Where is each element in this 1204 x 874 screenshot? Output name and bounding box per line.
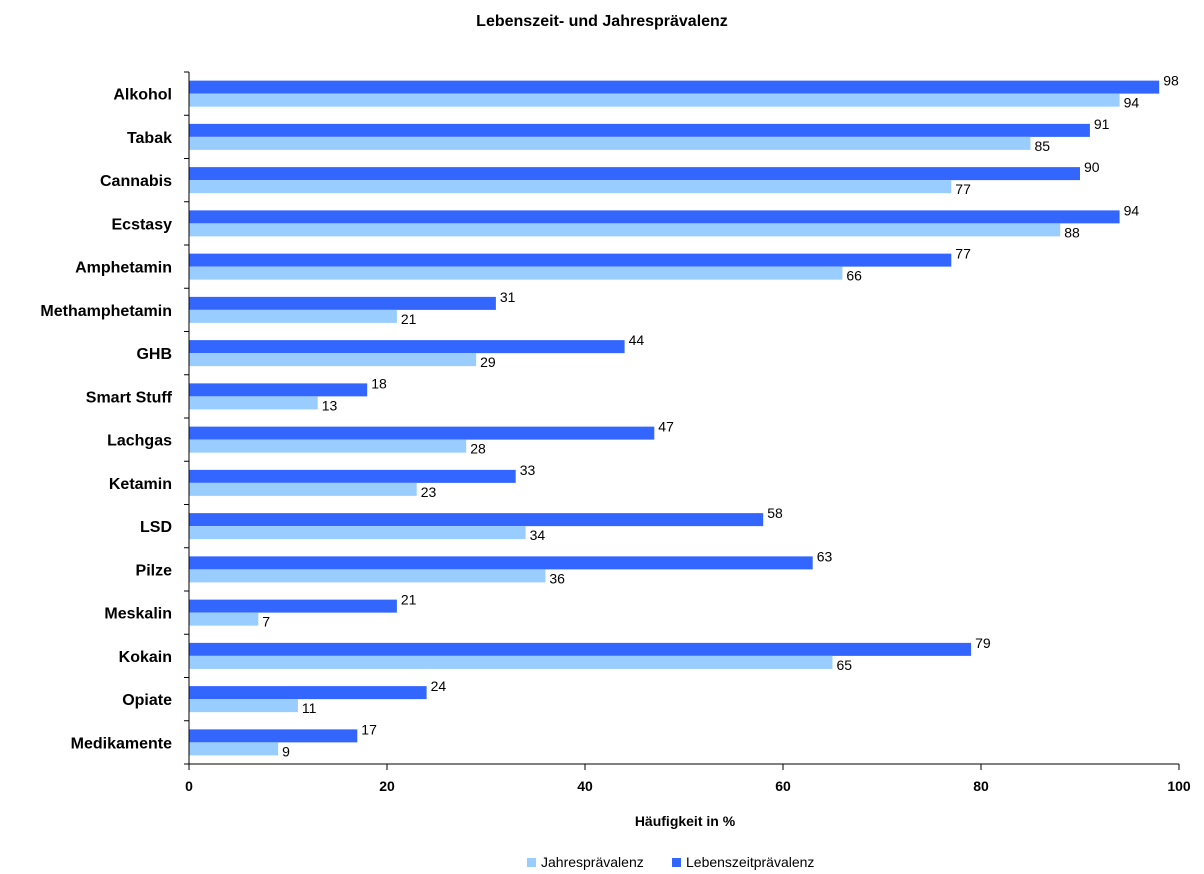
value-label-lebenszeit-7: 18 [371, 375, 387, 391]
bar-lebenszeit-11 [189, 556, 813, 570]
category-label-11: Pilze [136, 562, 173, 579]
category-label-4: Amphetamin [75, 260, 172, 277]
value-label-jahres-15: 9 [282, 743, 290, 759]
value-label-jahres-2: 77 [955, 181, 971, 197]
value-label-jahres-12: 7 [262, 614, 270, 630]
bar-lebenszeit-8 [189, 426, 655, 440]
value-label-jahres-7: 13 [322, 397, 338, 413]
value-label-jahres-5: 21 [401, 311, 417, 327]
category-label-1: Tabak [127, 130, 172, 147]
bar-lebenszeit-1 [189, 123, 1090, 137]
x-tick-label-4: 80 [973, 778, 989, 794]
value-label-jahres-4: 66 [846, 268, 862, 284]
value-label-lebenszeit-0: 98 [1163, 73, 1179, 89]
value-label-lebenszeit-2: 90 [1084, 159, 1100, 175]
bar-lebenszeit-10 [189, 513, 764, 527]
x-tick-label-2: 40 [577, 778, 593, 794]
category-label-6: GHB [136, 346, 172, 363]
legend-swatch-0 [527, 858, 536, 867]
value-label-jahres-1: 85 [1035, 138, 1051, 154]
value-label-lebenszeit-1: 91 [1094, 116, 1110, 132]
bar-lebenszeit-12 [189, 599, 397, 613]
value-label-lebenszeit-5: 31 [500, 289, 516, 305]
bar-jahres-9 [189, 482, 417, 496]
bar-lebenszeit-0 [189, 80, 1160, 94]
x-axis-label: Häufigkeit in % [635, 813, 736, 829]
chart-title: Lebenszeit- und Jahresprävalenz [476, 13, 728, 30]
value-label-jahres-8: 28 [470, 441, 486, 457]
legend: Jahresprävalenz Lebenszeitprävalenz [527, 854, 814, 870]
bar-jahres-5 [189, 309, 397, 323]
bar-jahres-7 [189, 396, 318, 410]
x-tick-label-5: 100 [1167, 778, 1191, 794]
value-label-lebenszeit-3: 94 [1124, 202, 1140, 218]
bar-lebenszeit-2 [189, 167, 1080, 181]
bar-jahres-12 [189, 612, 259, 626]
bar-lebenszeit-4 [189, 253, 952, 267]
category-label-8: Lachgas [107, 433, 172, 450]
value-label-jahres-14: 11 [302, 700, 317, 716]
value-label-lebenszeit-11: 63 [817, 548, 833, 564]
category-label-7: Smart Stuff [86, 389, 173, 406]
x-tick-label-0: 0 [185, 778, 193, 794]
bar-jahres-13 [189, 655, 833, 669]
bar-lebenszeit-9 [189, 469, 516, 483]
value-label-jahres-10: 34 [530, 527, 546, 543]
value-label-jahres-9: 23 [421, 484, 437, 500]
value-label-lebenszeit-14: 24 [431, 678, 447, 694]
value-label-lebenszeit-12: 21 [401, 592, 417, 608]
legend-swatch-1 [672, 858, 681, 867]
value-label-jahres-13: 65 [837, 657, 853, 673]
x-tick-label-3: 60 [775, 778, 791, 794]
value-label-jahres-11: 36 [549, 570, 565, 586]
bar-lebenszeit-7 [189, 383, 368, 397]
bar-jahres-15 [189, 742, 279, 756]
value-label-jahres-3: 88 [1064, 224, 1080, 240]
value-label-lebenszeit-8: 47 [658, 419, 674, 435]
category-label-0: Alkohol [113, 87, 172, 104]
category-label-5: Methamphetamin [40, 303, 172, 320]
bar-jahres-14 [189, 699, 298, 713]
category-label-10: LSD [140, 519, 172, 536]
category-label-9: Ketamin [109, 476, 172, 493]
legend-label-1: Lebenszeitprävalenz [686, 854, 814, 870]
category-label-2: Cannabis [100, 173, 172, 190]
legend-label-0: Jahresprävalenz [541, 854, 644, 870]
value-label-jahres-0: 94 [1124, 95, 1140, 111]
bars-layer: 98 94 91 85 90 77 94 88 77 66 31 21 44 29 18 13 47 28 33 23… [189, 73, 1179, 759]
bar-jahres-11 [189, 569, 546, 583]
axis-layer: Alkohol Tabak Cannabis Ecstasy Amphetamin Met… [40, 71, 1191, 794]
bar-lebenszeit-5 [189, 296, 496, 310]
value-label-jahres-6: 29 [480, 354, 496, 370]
bar-jahres-4 [189, 266, 843, 280]
value-label-lebenszeit-15: 17 [361, 721, 377, 737]
value-label-lebenszeit-9: 33 [520, 462, 536, 478]
category-label-15: Medikamente [71, 735, 172, 752]
category-label-12: Meskalin [104, 606, 172, 623]
bar-lebenszeit-13 [189, 642, 972, 656]
bar-jahres-1 [189, 136, 1031, 150]
bar-lebenszeit-15 [189, 729, 358, 743]
category-label-14: Opiate [122, 692, 172, 709]
value-label-lebenszeit-10: 58 [767, 505, 783, 521]
value-label-lebenszeit-4: 77 [955, 246, 971, 262]
category-label-3: Ecstasy [112, 216, 173, 233]
bar-jahres-0 [189, 93, 1120, 107]
bar-jahres-6 [189, 353, 477, 367]
bar-lebenszeit-14 [189, 686, 427, 700]
bar-lebenszeit-3 [189, 210, 1120, 224]
x-tick-label-1: 20 [379, 778, 395, 794]
bar-jahres-10 [189, 526, 526, 540]
bar-jahres-3 [189, 223, 1061, 237]
bar-jahres-2 [189, 180, 952, 194]
value-label-lebenszeit-6: 44 [629, 332, 645, 348]
bar-jahres-8 [189, 439, 467, 453]
bar-lebenszeit-6 [189, 340, 625, 354]
category-label-13: Kokain [119, 649, 172, 666]
value-label-lebenszeit-13: 79 [975, 635, 991, 651]
